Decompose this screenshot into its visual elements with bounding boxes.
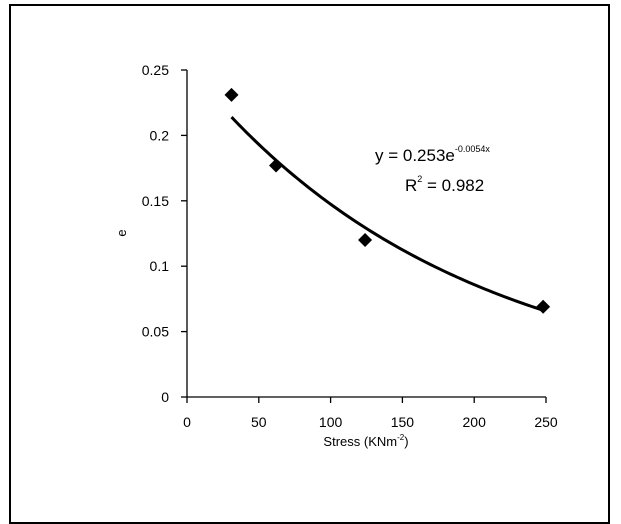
x-tick-label: 50 [251, 414, 267, 430]
y-tick-label: 0 [161, 389, 169, 405]
x-axis-title: Stress (KNm-2) [323, 433, 408, 449]
x-axis-title-sup: -2 [397, 433, 405, 442]
equation-text: y = 0.253e [375, 146, 455, 165]
x-tick-label: 150 [391, 414, 415, 430]
x-axis-title-close: ) [404, 434, 408, 449]
x-tick-label: 200 [463, 414, 487, 430]
scatter-chart: 0 0.05 0.1 0.15 0.2 0.25 0 50 100 150 200 250 e St… [114, 62, 558, 449]
x-ticks: 0 50 100 150 200 250 [183, 397, 558, 430]
x-axis-title-text: Stress (KNm [323, 434, 397, 449]
y-tick-label: 0.15 [142, 193, 169, 209]
data-point [224, 87, 239, 102]
r-squared-value: = 0.982 [422, 176, 484, 195]
data-point [358, 233, 373, 248]
equation-label: y = 0.253e-0.0054x [375, 144, 490, 165]
axes [186, 70, 546, 398]
y-tick-label: 0.05 [142, 324, 169, 340]
data-point [536, 299, 551, 314]
y-tick-label: 0.25 [142, 62, 169, 78]
y-tick-label: 0.1 [150, 258, 170, 274]
equation-exponent: -0.0054x [455, 144, 491, 154]
r-squared-label: R2 = 0.982 [405, 174, 484, 195]
data-point [269, 158, 284, 173]
y-tick-label: 0.2 [150, 127, 170, 143]
y-axis-title: e [114, 229, 129, 236]
data-points [224, 87, 551, 314]
y-ticks: 0 0.05 0.1 0.15 0.2 0.25 [142, 62, 187, 405]
trendline [230, 116, 544, 312]
x-tick-label: 250 [534, 414, 558, 430]
r-squared-sup: 2 [417, 174, 422, 184]
x-tick-label: 100 [319, 414, 343, 430]
x-tick-label: 0 [183, 414, 191, 430]
r-squared-letter: R [405, 176, 417, 195]
